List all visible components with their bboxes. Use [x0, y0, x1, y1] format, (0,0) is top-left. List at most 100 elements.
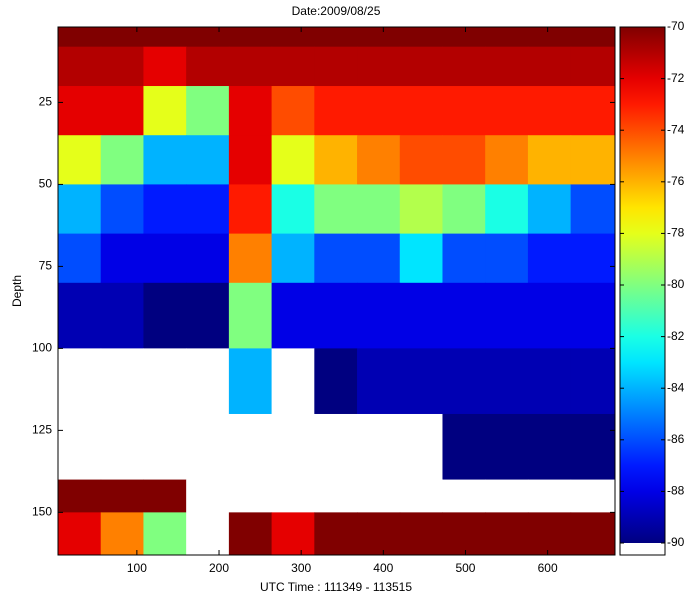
- heatmap-cell: [143, 512, 187, 556]
- heatmap-cell: [271, 348, 315, 415]
- heatmap-cell: [442, 46, 486, 87]
- heatmap-cell: [527, 184, 572, 235]
- heatmap-cell: [186, 86, 230, 136]
- heatmap-cell: [143, 348, 187, 415]
- colorbar-tick-label: -84: [667, 380, 685, 394]
- heatmap-cell: [442, 27, 486, 48]
- plot-frame: [57, 26, 616, 556]
- heatmap-cell: [314, 86, 358, 136]
- heatmap-cell: [100, 413, 144, 481]
- heatmap-cell: [485, 233, 529, 284]
- heatmap-cell: [570, 348, 616, 415]
- heatmap-cell: [271, 184, 315, 235]
- colorbar-tick-label: -72: [667, 71, 685, 85]
- axes: 100 200 300 400 500 600 25 50 75 100 125 150: [32, 26, 616, 575]
- heatmap-cell: [228, 413, 273, 481]
- heatmap-cell: [314, 282, 358, 349]
- y-tick-label: 50: [39, 177, 53, 191]
- heatmap-cell: [271, 135, 315, 185]
- heatmap-cell: [143, 27, 187, 48]
- heatmap-cell: [314, 184, 358, 235]
- colorbar-tick-label: -70: [667, 19, 685, 33]
- colorbar-tick-label: -86: [667, 432, 685, 446]
- heatmap-cell: [570, 184, 616, 235]
- heatmap-cell: [357, 86, 401, 136]
- heatmap-cell: [58, 233, 102, 284]
- heatmap-cell: [314, 135, 358, 185]
- heatmap-cell: [228, 479, 273, 513]
- heatmap-cell: [442, 233, 486, 284]
- heatmap-cell: [570, 479, 616, 513]
- heatmap-cell: [357, 46, 401, 87]
- heatmap-cell: [100, 86, 144, 136]
- heatmap-cell: [399, 135, 443, 185]
- heatmap-cell: [58, 348, 102, 415]
- chart-title: Date:2009/08/25: [292, 4, 381, 18]
- heatmap-cell: [271, 233, 315, 284]
- colorbar-tick-label: -74: [667, 122, 685, 136]
- heatmap-cell: [58, 27, 102, 48]
- heatmap-cell: [399, 27, 443, 48]
- heatmap-cell: [228, 233, 273, 284]
- heatmap-cell: [100, 135, 144, 185]
- heatmap-cell: [271, 282, 315, 349]
- heatmap-cell: [399, 46, 443, 87]
- heatmap-cell: [399, 282, 443, 349]
- heatmap-cell: [570, 512, 616, 556]
- heatmap-cell: [485, 135, 529, 185]
- heatmap-cell: [186, 413, 230, 481]
- heatmap-cell: [399, 233, 443, 284]
- heatmap-cell: [442, 512, 486, 556]
- heatmap-cell: [570, 27, 616, 48]
- heatmap-cell: [314, 27, 358, 48]
- heatmap-cell: [100, 184, 144, 235]
- y-tick-label: 125: [32, 423, 52, 437]
- heatmap-cell: [271, 479, 315, 513]
- y-tick-label: 100: [32, 341, 52, 355]
- heatmap-cell: [442, 282, 486, 349]
- heatmap-cell: [314, 46, 358, 87]
- heatmap-cell: [357, 413, 401, 481]
- heatmap-cell: [58, 184, 102, 235]
- heatmap-cell: [228, 184, 273, 235]
- x-tick-label: 200: [209, 561, 229, 575]
- heatmap-cell: [228, 86, 273, 136]
- colorbar: -70 -72 -74 -76 -78 -80 -82 -84 -86 -88 -90: [619, 19, 685, 556]
- heatmap-cell: [314, 413, 358, 481]
- heatmap-cell: [485, 413, 529, 481]
- heatmap-cell: [527, 479, 572, 513]
- heatmap-cell: [570, 233, 616, 284]
- heatmap-cell: [570, 46, 616, 87]
- heatmap-cell: [186, 184, 230, 235]
- heatmap-cell: [485, 46, 529, 87]
- heatmap-cell: [442, 348, 486, 415]
- heatmap-cell: [58, 282, 102, 349]
- heatmap-cell: [100, 479, 144, 513]
- heatmap-cell: [527, 27, 572, 48]
- heatmap-cell: [399, 512, 443, 556]
- heatmap-cell: [100, 233, 144, 284]
- heatmap-cell: [357, 184, 401, 235]
- heatmap-cell: [399, 184, 443, 235]
- heatmap-cell: [485, 512, 529, 556]
- colorbar-tick-label: -88: [667, 484, 685, 498]
- heatmap-cell: [143, 413, 187, 481]
- x-tick-label: 600: [538, 561, 558, 575]
- heatmap-cell: [143, 46, 187, 87]
- heatmap-cell: [527, 512, 572, 556]
- heatmap-cell: [186, 46, 230, 87]
- heatmap-cell: [271, 27, 315, 48]
- heatmap-cell: [271, 413, 315, 481]
- y-tick-label: 25: [39, 95, 53, 109]
- heatmap-cell: [58, 413, 102, 481]
- heatmap-cell: [228, 27, 273, 48]
- heatmap-cell: [314, 233, 358, 284]
- heatmap-cell: [228, 135, 273, 185]
- heatmap-cell: [271, 512, 315, 556]
- heatmap-cell: [58, 512, 102, 556]
- heatmap-cell: [143, 135, 187, 185]
- heatmap-cell: [186, 282, 230, 349]
- heatmap-cell: [485, 184, 529, 235]
- heatmap-cell: [357, 512, 401, 556]
- heatmap-cell: [485, 27, 529, 48]
